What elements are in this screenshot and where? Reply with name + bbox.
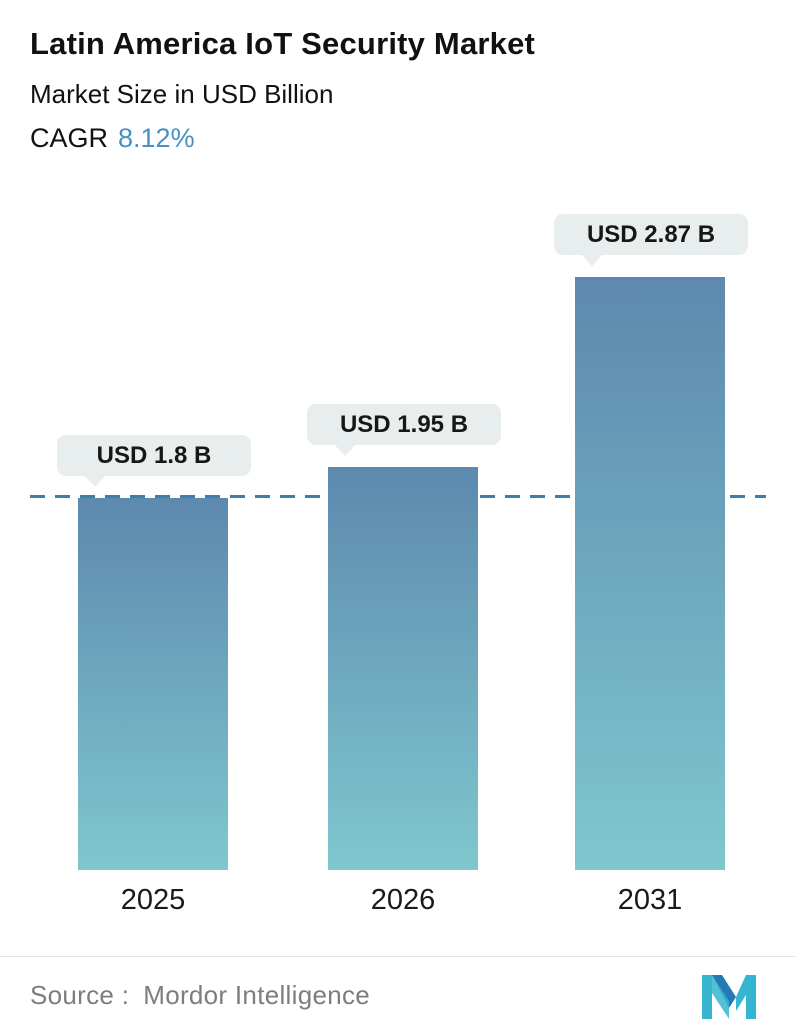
bar-chart: USD 1.8 B 2025 USD 1.95 B 2026 USD 2.87 …	[0, 190, 796, 935]
chart-subtitle: Market Size in USD Billion	[30, 79, 334, 109]
page-title: Latin America IoT Security Market	[30, 26, 536, 61]
chart-header: Latin America IoT Security Market Market…	[0, 0, 796, 154]
value-label-text: USD 1.95 B	[339, 410, 469, 438]
value-label-text: USD 2.87 B	[586, 220, 716, 248]
cagr-label: CAGR	[30, 123, 109, 153]
cagr-line: CAGR 8.12%	[30, 123, 766, 154]
value-label-pointer	[581, 254, 603, 266]
bar-2031	[575, 277, 725, 870]
bar-2026	[328, 467, 478, 870]
x-axis-label-2025: 2025	[120, 884, 186, 916]
value-label-pointer	[84, 475, 106, 487]
bar-2025	[78, 498, 228, 870]
x-axis-label-2026: 2026	[370, 884, 436, 916]
value-label-pointer	[334, 444, 356, 456]
value-label-2025: USD 1.8 B	[57, 435, 251, 487]
value-label-2031: USD 2.87 B	[554, 214, 748, 266]
x-axis-label-2031: 2031	[617, 884, 683, 916]
mordor-intelligence-logo	[702, 974, 756, 1019]
value-label-text: USD 1.8 B	[96, 441, 212, 469]
source-attribution: Source : Mordor Intelligence	[30, 980, 370, 1011]
plot-area: USD 1.8 B 2025 USD 1.95 B 2026 USD 2.87 …	[0, 190, 796, 916]
cagr-value: 8.12%	[118, 123, 195, 153]
value-label-2026: USD 1.95 B	[307, 404, 501, 456]
source-value: Mordor Intelligence	[143, 980, 371, 1010]
source-label: Source :	[30, 980, 130, 1010]
footer: Source : Mordor Intelligence	[0, 956, 796, 1034]
